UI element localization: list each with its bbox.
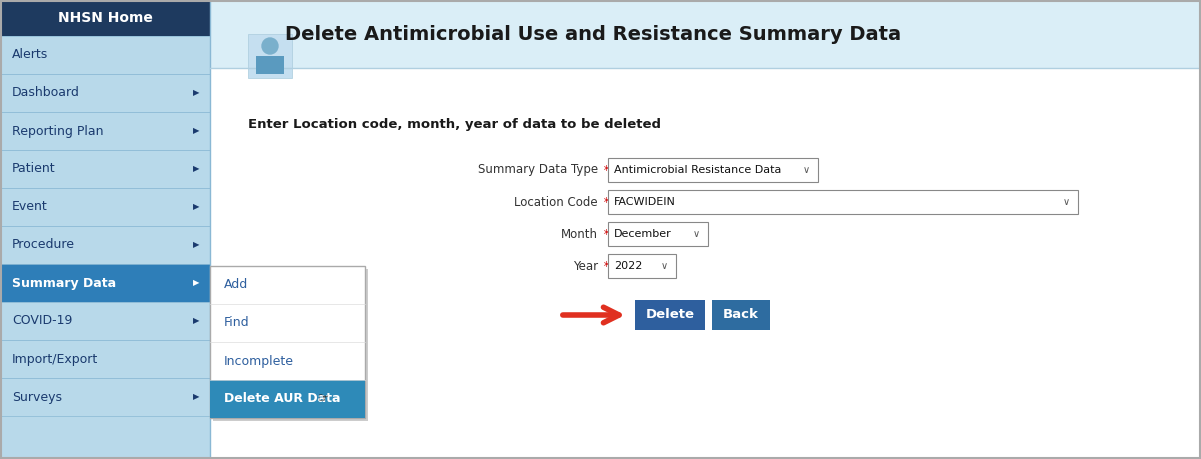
Text: Antimicrobial Resistance Data: Antimicrobial Resistance Data (614, 165, 782, 175)
Text: 2022: 2022 (614, 261, 643, 271)
Text: FACWIDEIN: FACWIDEIN (614, 197, 676, 207)
Bar (256, 56, 283, 74)
Bar (0, 226, 210, 264)
Text: ▶: ▶ (192, 392, 199, 402)
Bar (0, 0, 210, 459)
Text: ▶: ▶ (192, 317, 199, 325)
Bar (0, 0, 210, 36)
Bar (0, 378, 210, 416)
Text: ▶: ▶ (192, 164, 199, 174)
Bar (608, 254, 676, 278)
Text: ▶: ▶ (192, 279, 199, 287)
Bar (247, 34, 292, 78)
Text: ∨: ∨ (661, 261, 668, 271)
Text: ▶: ▶ (192, 127, 199, 135)
Text: Event: Event (12, 201, 48, 213)
Text: ▶: ▶ (192, 202, 199, 212)
Text: Incomplete: Incomplete (225, 354, 294, 368)
Text: Year: Year (573, 259, 598, 273)
Text: ▶: ▶ (192, 89, 199, 97)
Text: *:: *: (600, 259, 614, 273)
Text: Surveys: Surveys (12, 391, 62, 403)
Text: Delete AUR Data: Delete AUR Data (225, 392, 341, 405)
Text: Delete: Delete (645, 308, 694, 321)
Bar (210, 0, 1201, 68)
Text: Delete Antimicrobial Use and Resistance Summary Data: Delete Antimicrobial Use and Resistance … (285, 24, 901, 44)
Bar (213, 269, 368, 421)
Text: *:: *: (600, 163, 614, 177)
Bar (712, 300, 770, 330)
Bar (608, 222, 709, 246)
Circle shape (262, 38, 277, 54)
Bar (635, 300, 705, 330)
Text: ∨: ∨ (802, 165, 809, 175)
Bar (0, 340, 210, 378)
Text: *:: *: (600, 228, 614, 241)
Text: Summary Data: Summary Data (12, 276, 116, 290)
Bar (210, 68, 1201, 459)
Text: Reporting Plan: Reporting Plan (12, 124, 103, 138)
Bar (608, 190, 1078, 214)
Bar (0, 36, 210, 74)
Text: Procedure: Procedure (12, 239, 74, 252)
Text: NHSN Home: NHSN Home (58, 11, 153, 25)
Text: Summary Data Type: Summary Data Type (478, 163, 598, 177)
Text: Location Code: Location Code (514, 196, 598, 208)
Text: Find: Find (225, 317, 250, 330)
Text: Add: Add (225, 279, 249, 291)
Bar (210, 380, 365, 418)
Bar (0, 150, 210, 188)
Text: Month: Month (561, 228, 598, 241)
Text: Patient: Patient (12, 162, 55, 175)
Bar (0, 302, 210, 340)
Bar (0, 188, 210, 226)
Text: ☞: ☞ (318, 392, 329, 405)
Text: Import/Export: Import/Export (12, 353, 98, 365)
Bar (210, 266, 365, 418)
Bar (0, 74, 210, 112)
Bar (608, 158, 818, 182)
Text: COVID-19: COVID-19 (12, 314, 72, 328)
Bar (0, 264, 210, 302)
Text: Dashboard: Dashboard (12, 86, 80, 100)
Text: Back: Back (723, 308, 759, 321)
Text: ▶: ▶ (192, 241, 199, 250)
Bar (0, 112, 210, 150)
Text: Alerts: Alerts (12, 49, 48, 62)
Text: December: December (614, 229, 671, 239)
Text: *:: *: (600, 196, 614, 208)
Text: Enter Location code, month, year of data to be deleted: Enter Location code, month, year of data… (247, 118, 661, 131)
Text: ∨: ∨ (693, 229, 699, 239)
Text: ∨: ∨ (1063, 197, 1070, 207)
